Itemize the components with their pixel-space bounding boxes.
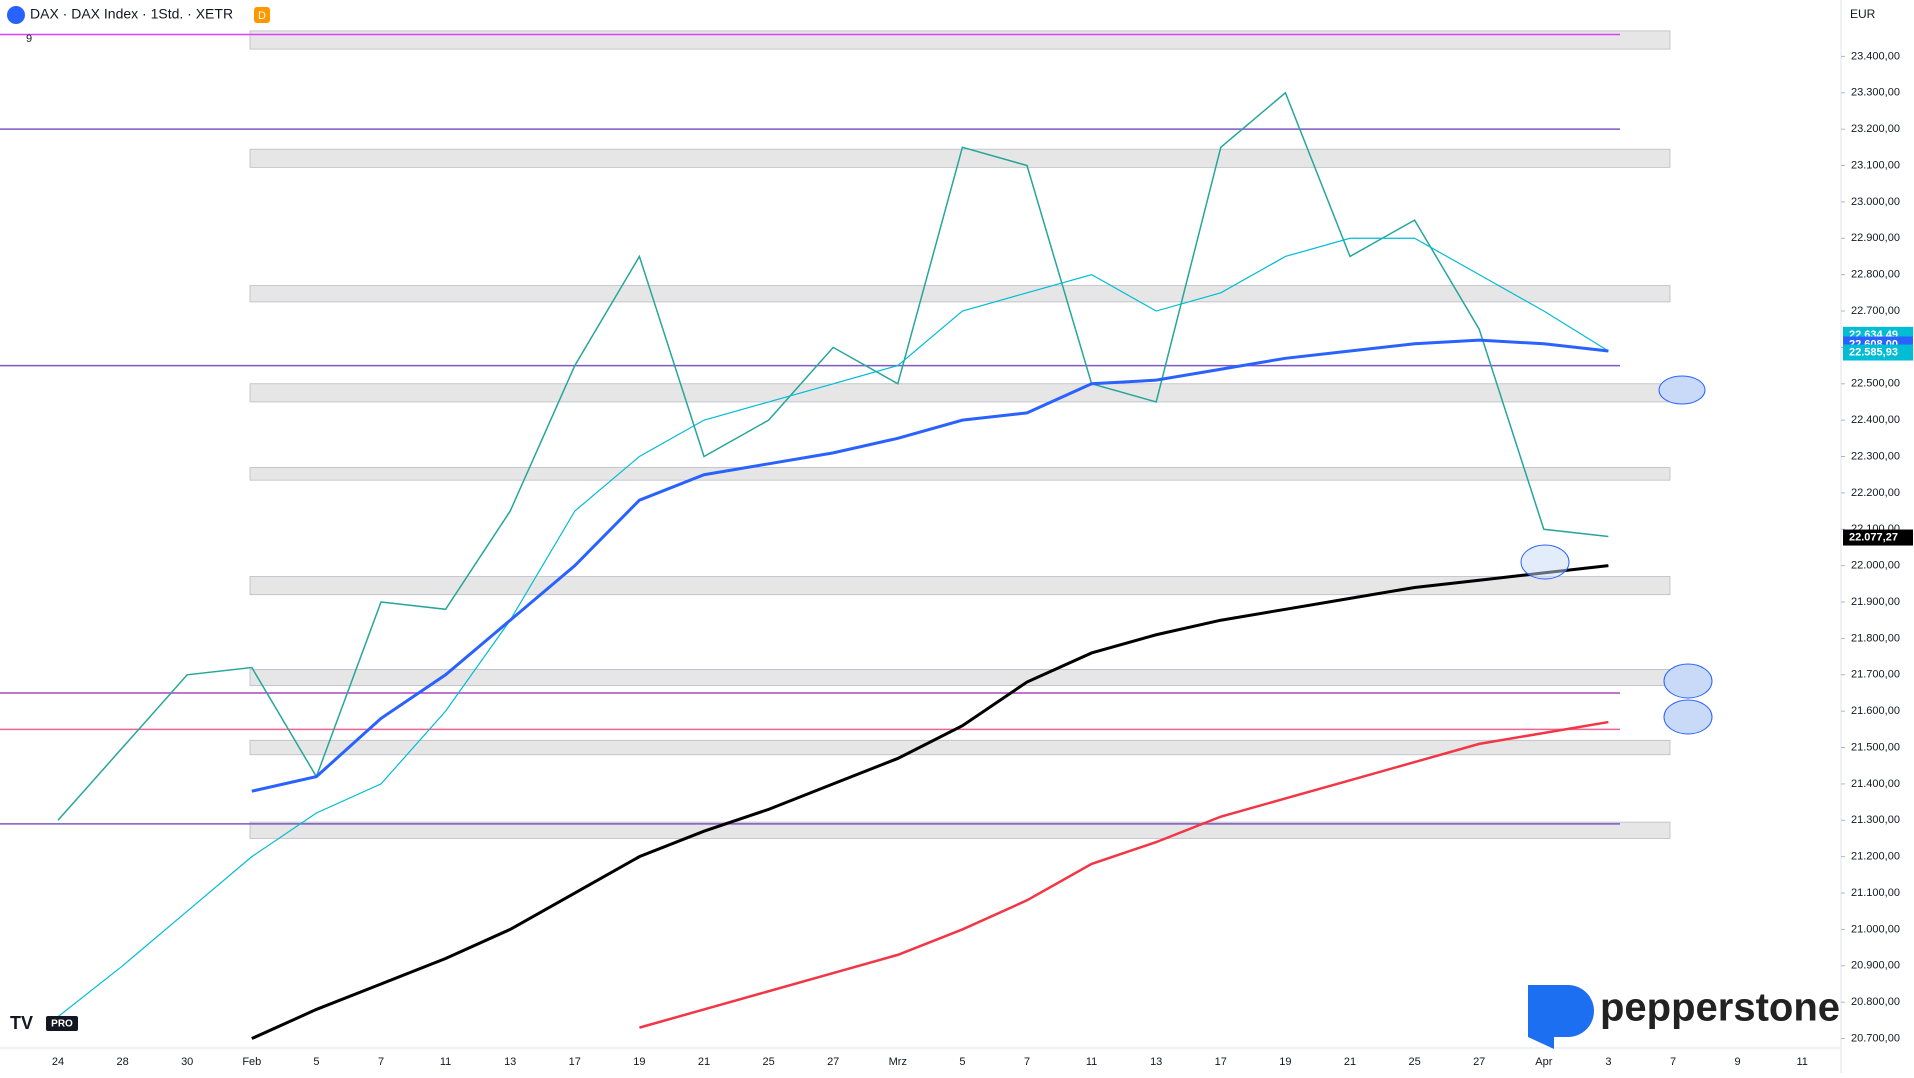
y-tick-label: 22.900,00: [1851, 232, 1900, 244]
x-tick-label: 25: [1408, 1056, 1420, 1068]
y-tick-label: 22.300,00: [1851, 450, 1900, 462]
zone: [249, 576, 1671, 596]
y-tick-label: 22.000,00: [1851, 560, 1900, 572]
plot: [0, 30, 1671, 1040]
zone: [249, 668, 1671, 687]
y-tick-label: 22.400,00: [1851, 414, 1900, 426]
y-tick-label: 21.100,00: [1851, 887, 1900, 899]
x-tick-label: Feb: [242, 1056, 261, 1068]
y-tick-label: 23.300,00: [1851, 87, 1900, 99]
series-line: [57, 237, 1609, 1018]
x-tick-label: Mrz: [889, 1056, 907, 1068]
zone: [249, 383, 1671, 403]
x-tick-label: 19: [1279, 1056, 1291, 1068]
x-tick-label: 28: [116, 1056, 128, 1068]
x-tick-label: 30: [181, 1056, 193, 1068]
x-tick-label: 11: [1796, 1056, 1807, 1068]
x-tick-label: 11: [440, 1056, 451, 1068]
badge-bg: [254, 7, 270, 23]
y-tick-label: 21.500,00: [1851, 741, 1900, 753]
x-tick-label: 27: [827, 1056, 839, 1068]
y-tick-label: 21.700,00: [1851, 669, 1900, 681]
y-tick-label: 22.700,00: [1851, 305, 1900, 317]
brand-logo: [1528, 985, 1594, 1049]
series-line: [251, 338, 1609, 793]
x-tick-label: 21: [698, 1056, 710, 1068]
y-tick-label: 21.900,00: [1851, 596, 1900, 608]
symbol-icon: [7, 6, 25, 24]
tv-pro: PRO: [51, 1019, 73, 1030]
y-tick-label: 23.100,00: [1851, 159, 1900, 171]
symbol-title[interactable]: DAX · DAX Index · 1Std. · XETR: [30, 6, 233, 22]
price-tag-label: 22.077,27: [1849, 531, 1898, 543]
counter[interactable]: 9: [26, 33, 32, 45]
price-tag: [1843, 344, 1913, 361]
y-tick-label: 23.400,00: [1851, 50, 1900, 62]
x-tick-label: 24: [52, 1056, 64, 1068]
y-tick-label: 20.700,00: [1851, 1032, 1900, 1044]
y-tick-label: 20.800,00: [1851, 996, 1900, 1008]
x-tick-label: 17: [569, 1056, 581, 1068]
series-line: [639, 720, 1609, 1029]
x-tick-label: 25: [762, 1056, 774, 1068]
x-tick-label: 21: [1344, 1056, 1356, 1068]
x-tick-label: 27: [1473, 1056, 1485, 1068]
x-tick-label: 13: [504, 1056, 516, 1068]
y-tick-label: 21.400,00: [1851, 778, 1900, 790]
y-tick-label: 21.200,00: [1851, 851, 1900, 863]
zone: [249, 467, 1671, 481]
series-line: [251, 564, 1609, 1040]
y-tick-label: 22.500,00: [1851, 378, 1900, 390]
x-tick-label: 17: [1215, 1056, 1227, 1068]
annotation-ellipse: [1663, 699, 1713, 735]
annotation-ellipse: [1658, 375, 1706, 405]
price-tag: [1843, 529, 1913, 546]
y-tick-label: 20.900,00: [1851, 960, 1900, 972]
zone: [249, 739, 1671, 756]
x-tick-label: 9: [1735, 1056, 1741, 1068]
price-tag-label: 22.585,93: [1849, 346, 1898, 358]
x-tick-label: 11: [1086, 1056, 1097, 1068]
x-tick-label: 7: [1024, 1056, 1030, 1068]
brand: pepperstone: [1600, 986, 1840, 1030]
y-tick-label: 21.800,00: [1851, 632, 1900, 644]
y-tick-label: 23.200,00: [1851, 123, 1900, 135]
x-tick-label: 5: [313, 1056, 319, 1068]
x-tick-label: 5: [959, 1056, 965, 1068]
zone: [249, 821, 1671, 839]
y-tick-label: 23.000,00: [1851, 196, 1900, 208]
x-tick-label: 13: [1150, 1056, 1162, 1068]
tv-logo: TV: [10, 1013, 33, 1033]
y-tick-label: 22.800,00: [1851, 269, 1900, 281]
y-tick-label: 21.600,00: [1851, 705, 1900, 717]
zone: [249, 30, 1671, 50]
tv-pro-bg: [46, 1016, 78, 1031]
x-tick-label: 7: [1670, 1056, 1676, 1068]
badge: D: [258, 10, 266, 22]
x-tick-label: Apr: [1535, 1056, 1552, 1068]
x-tick-label: 3: [1605, 1056, 1611, 1068]
y-tick-label: 22.200,00: [1851, 487, 1900, 499]
annotation-ellipse: [1663, 663, 1713, 699]
annotation-ellipse: [1520, 544, 1570, 580]
x-tick-label: 7: [378, 1056, 384, 1068]
x-tick-label: 19: [633, 1056, 645, 1068]
y-tick-label: 21.000,00: [1851, 923, 1900, 935]
y-tick-label: 21.300,00: [1851, 814, 1900, 826]
zone: [249, 285, 1671, 303]
currency[interactable]: EUR: [1850, 7, 1876, 21]
